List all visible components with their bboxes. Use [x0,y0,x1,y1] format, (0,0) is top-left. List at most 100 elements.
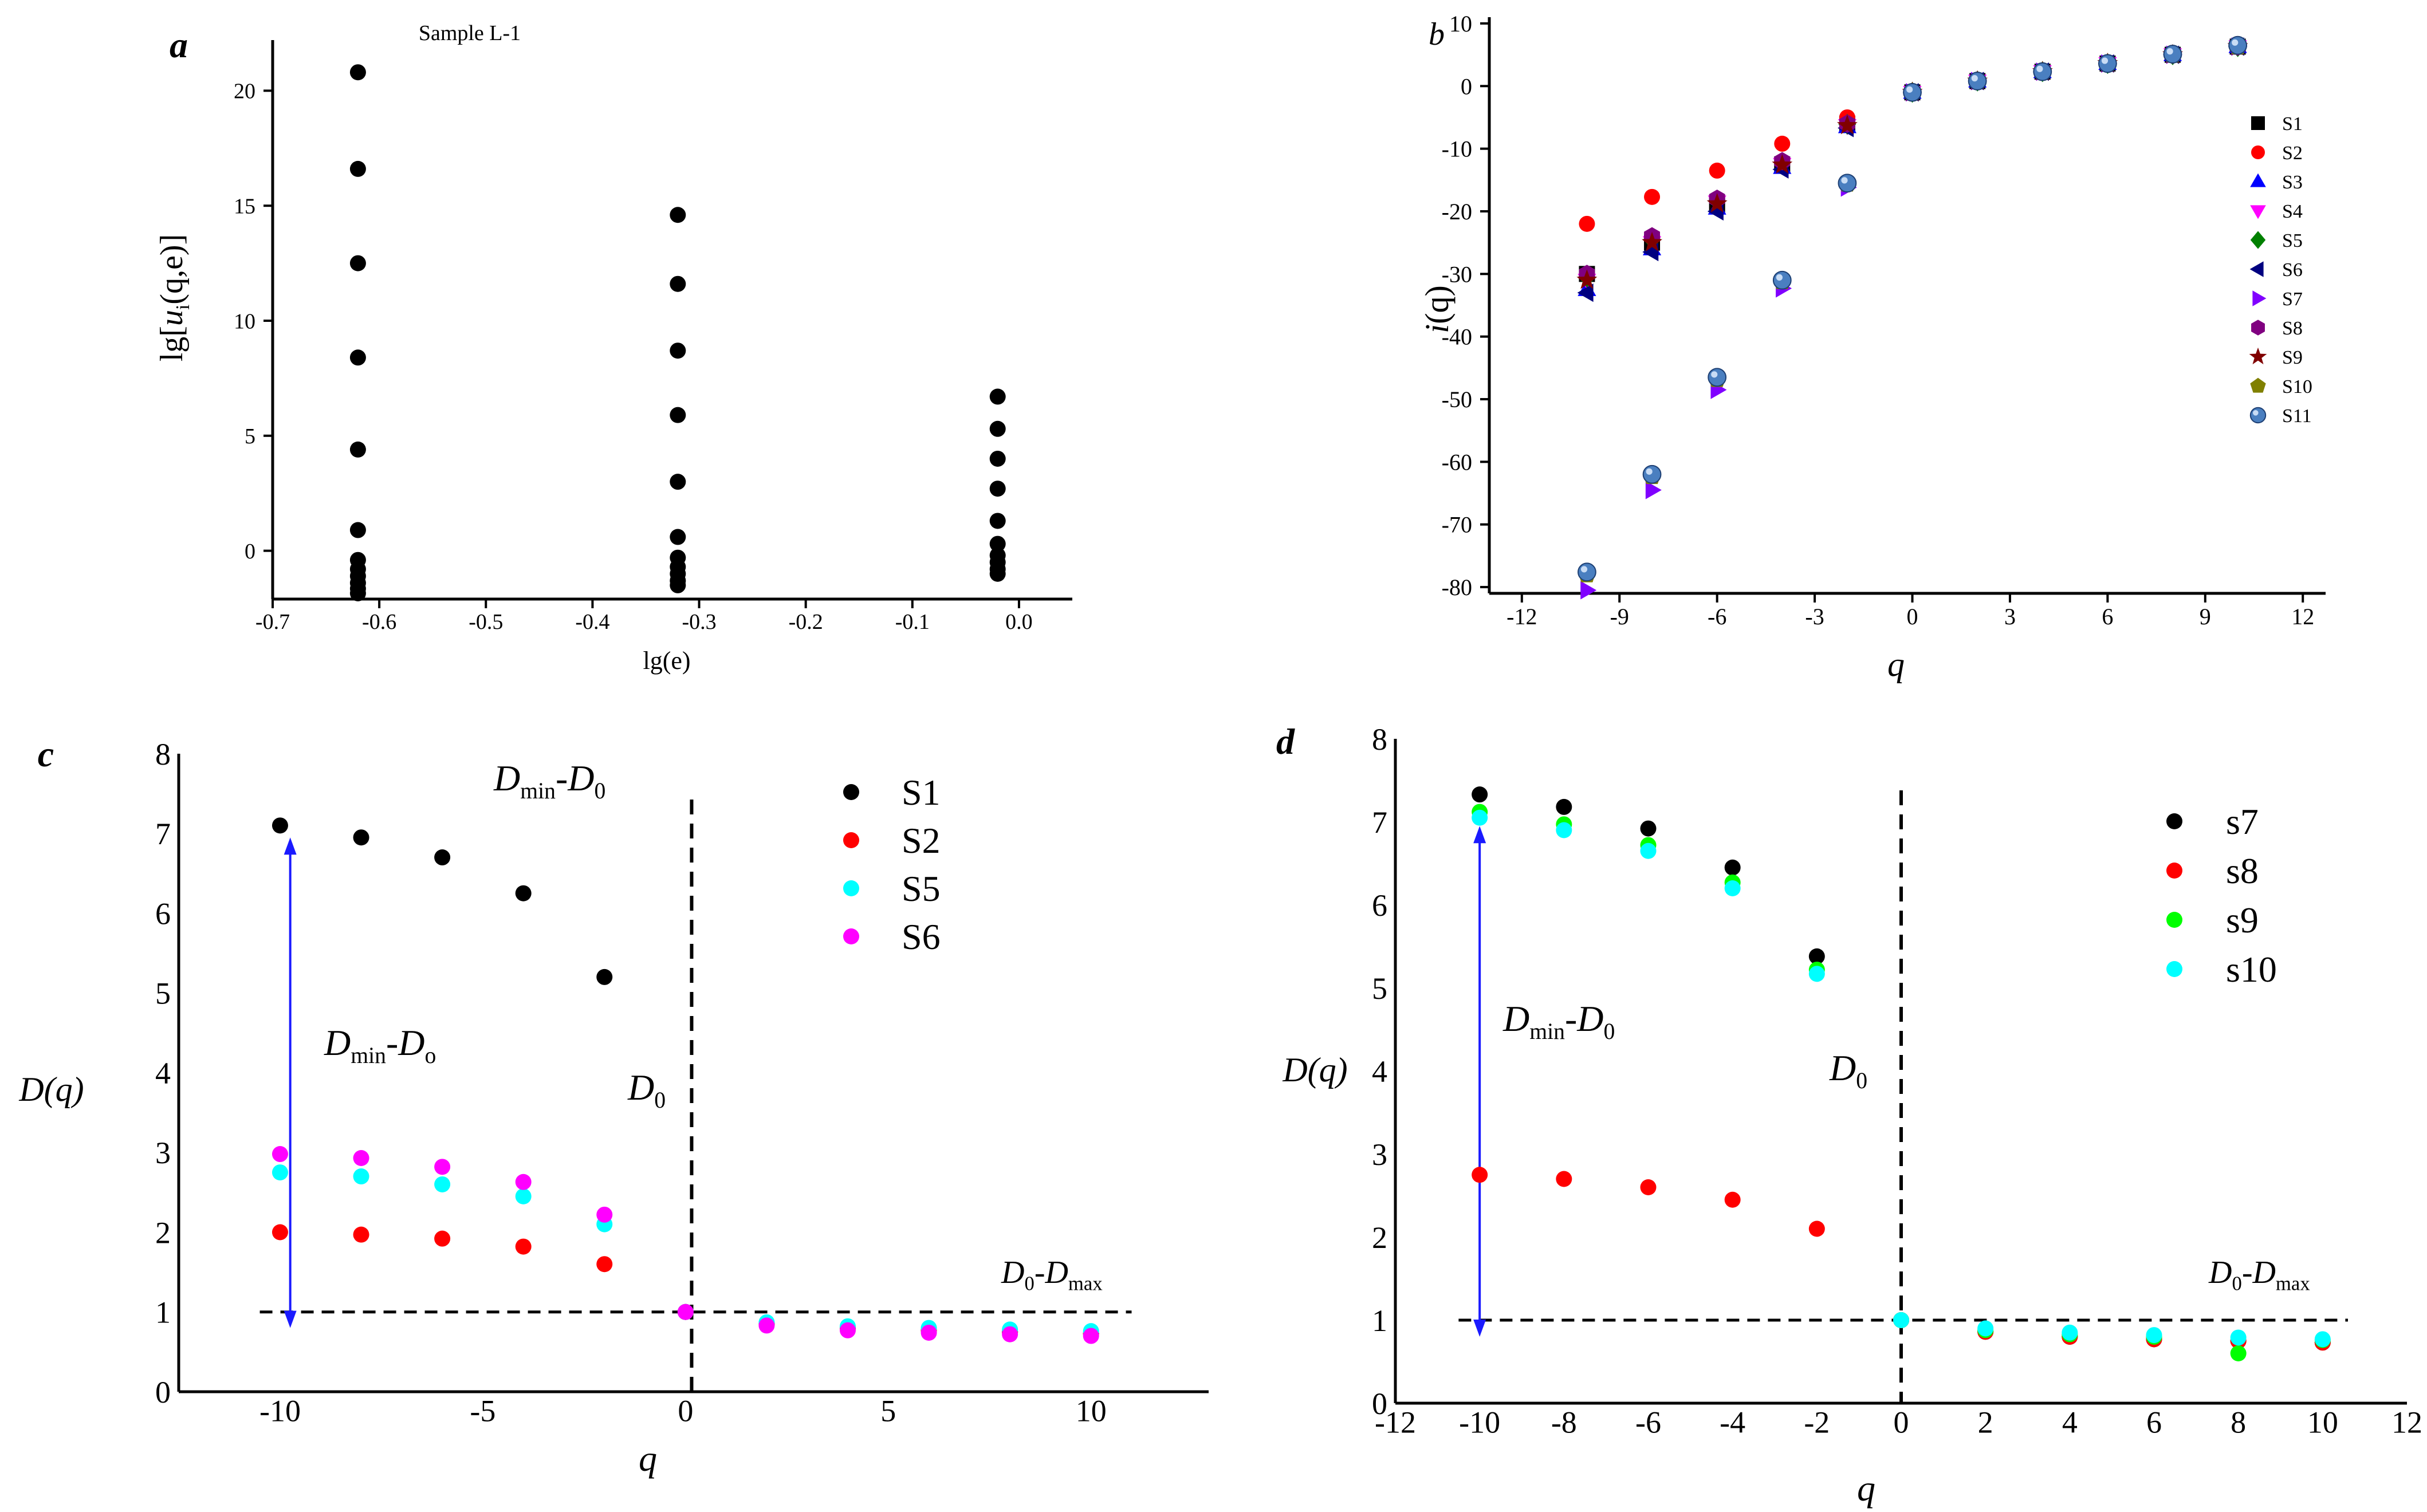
y-tick-label: 0 [1461,73,1472,99]
data-point [349,64,366,81]
data-point [1724,859,1741,876]
data-point [434,849,451,866]
data-point-highlight [1580,566,1588,573]
x-tick-label: 2 [1978,1405,1993,1439]
legend-label: S1 [2282,113,2303,135]
data-point [1579,215,1595,232]
data-point [1836,115,1858,135]
x-axis-label: q [1857,1468,1875,1509]
range-arrow-head-bottom [284,1310,297,1328]
annotation-d0: D0 [627,1067,666,1113]
y-tick-label: 15 [234,194,255,218]
legend-marker [843,784,859,800]
legend-label: S10 [2282,376,2312,397]
data-point [1645,481,1662,499]
data-point [670,577,686,593]
data-point [921,1324,937,1341]
panel-label: b [1429,17,1445,52]
data-point-highlight [1971,75,1978,82]
legend-label: S2 [902,820,941,861]
x-tick-label: -0.5 [469,610,503,634]
panel-d: -12 -10 -8 -6 -4 -2 0 2 4 6 8 10 12012345678dqD(q)Dm… [1276,721,2422,1509]
legend-marker [2250,173,2266,187]
data-point [1706,192,1728,213]
data-point [1977,1320,1994,1337]
legend-marker [2250,231,2266,249]
data-point [272,1146,288,1163]
data-point [1893,1312,1909,1328]
data-point-highlight [1841,177,1848,184]
data-point [989,388,1006,405]
x-tick-label: -6 [1708,604,1726,629]
data-point [1578,562,1596,582]
data-point [989,536,1006,552]
data-point-highlight [2232,39,2239,46]
data-point [1472,809,1488,826]
data-point [349,349,366,366]
x-tick-label: -0.3 [682,610,716,634]
data-point [1772,270,1792,290]
y-tick-label: -50 [1442,387,1472,412]
chart-title: Sample L-1 [419,21,521,45]
data-point [989,481,1006,497]
y-tick-label: -70 [1442,512,1472,538]
data-point [353,1168,369,1185]
data-point-highlight [1906,86,1913,93]
legend-marker [2251,320,2265,336]
y-tick-label: 2 [155,1215,171,1250]
data-point [1472,1167,1488,1183]
data-point [670,342,686,359]
x-tick-label: 6 [2146,1405,2162,1439]
data-point [758,1317,775,1334]
legend-marker [2166,863,2182,879]
y-tick-label: 8 [155,737,171,771]
x-tick-label: 12 [2391,1405,2422,1439]
y-tick-label: 10 [1449,11,1472,37]
legend-label: S6 [2282,259,2303,281]
data-point [1808,1220,1825,1237]
y-tick-label: 5 [155,976,171,1011]
data-point [1472,786,1488,803]
legend-marker [2252,290,2267,306]
legend-label: S4 [2282,201,2303,222]
y-tick-label: -80 [1442,574,1472,600]
data-point [2098,54,2117,73]
legend-label: S3 [2282,172,2303,193]
data-point [670,407,686,423]
data-point [353,1226,369,1243]
x-tick-label: -0.6 [362,610,396,634]
data-point [1724,1191,1741,1208]
data-point [1903,82,1922,102]
legend-marker [2166,961,2182,977]
panel-b: -12 -9 -6 -3 0 3 6 9 12-80-70-60-50-40-30-20-100… [1418,11,2326,683]
y-tick-label: 6 [1372,888,1387,923]
annotation-d0: D0 [1829,1048,1867,1093]
data-point [515,1238,532,1255]
y-tick-label: -40 [1442,324,1472,350]
data-point [1002,1326,1018,1342]
panel-a: -0.7 -0.6 -0.5 -0.4 -0.3 -0.2 -0.1 0.0 0 5 10 15 20 a… [154,21,1072,675]
data-point [1556,822,1572,838]
x-tick-label: -2 [1804,1405,1830,1439]
data-point [1640,842,1657,859]
data-point [1708,368,1727,387]
data-point [1838,174,1857,193]
legend-marker [2249,347,2267,365]
range-arrow-head-top [1473,826,1486,844]
data-point [1642,231,1663,251]
legend-label: s10 [2226,949,2277,990]
x-tick-label: -0.1 [895,610,930,634]
x-tick-label: -5 [470,1393,495,1428]
y-tick-label: 2 [1372,1220,1387,1255]
data-point-highlight [2101,57,2109,64]
y-tick-label: 4 [155,1056,171,1090]
y-tick-label: 10 [234,309,255,333]
x-tick-label: 0 [1907,604,1918,629]
data-point [1772,154,1793,174]
annotation-d0-dmax: D0-Dmax [2208,1255,2310,1294]
x-axis-label: lg(e) [643,647,690,675]
data-point [515,1174,532,1190]
panel-label: d [1276,721,1295,762]
data-point [2230,1345,2247,1361]
